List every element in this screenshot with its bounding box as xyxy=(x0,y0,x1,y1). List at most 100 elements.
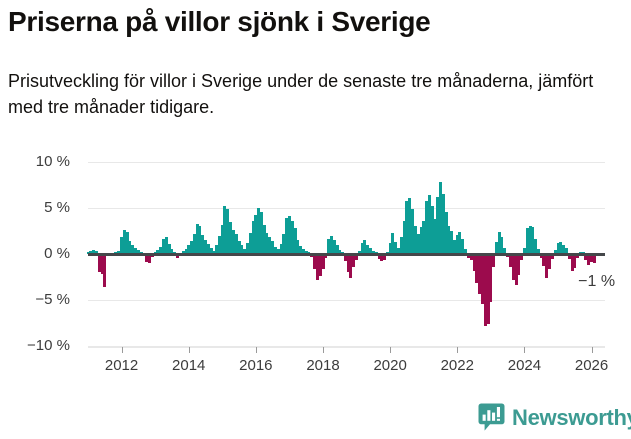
bar xyxy=(517,254,521,276)
bar xyxy=(338,250,342,254)
bar xyxy=(321,254,325,269)
bar xyxy=(430,206,434,254)
bar xyxy=(223,206,227,254)
y-axis-tick-label: 0 % xyxy=(44,245,70,262)
bar xyxy=(472,254,476,271)
bar xyxy=(318,254,322,277)
x-axis-tick-mark xyxy=(457,347,459,353)
bar xyxy=(231,230,235,254)
bar xyxy=(103,254,107,288)
x-axis-tick-mark xyxy=(323,347,324,353)
bar xyxy=(131,244,135,254)
bar xyxy=(346,254,350,273)
bar xyxy=(128,241,132,254)
bar xyxy=(170,249,174,254)
bar xyxy=(391,232,395,254)
x-axis-tick-label: 2026 xyxy=(574,357,609,374)
bar xyxy=(134,248,138,254)
bar xyxy=(371,251,375,254)
bar xyxy=(369,248,373,254)
bar xyxy=(329,235,333,254)
x-axis-line xyxy=(88,347,605,348)
bar xyxy=(192,233,196,254)
x-axis-tick-mark xyxy=(121,347,123,353)
bar xyxy=(220,224,224,254)
zero-baseline xyxy=(88,253,605,256)
bar xyxy=(478,254,482,295)
bar xyxy=(528,226,532,254)
bar xyxy=(164,237,168,254)
y-axis-tick-label: −5 % xyxy=(35,291,70,308)
bar xyxy=(550,254,554,259)
bar xyxy=(441,194,445,254)
bar xyxy=(363,240,367,254)
bar xyxy=(92,250,96,254)
bar xyxy=(408,197,412,254)
bar xyxy=(343,254,347,262)
y-axis-tick-label: 5 % xyxy=(44,199,70,216)
x-axis-tick-mark xyxy=(390,347,392,353)
bar xyxy=(332,240,336,254)
bar xyxy=(500,237,504,254)
bar xyxy=(447,226,451,254)
bar xyxy=(234,233,238,254)
bar xyxy=(587,254,591,266)
bar xyxy=(145,254,149,263)
bar xyxy=(226,208,230,254)
bar xyxy=(503,247,507,254)
bar xyxy=(162,239,166,254)
bar xyxy=(313,254,317,269)
bar xyxy=(243,249,247,254)
bar xyxy=(422,220,426,254)
bar xyxy=(248,232,252,254)
bar xyxy=(562,244,566,254)
bar xyxy=(136,250,140,254)
bar xyxy=(117,251,121,254)
bar xyxy=(553,250,557,254)
bar xyxy=(355,254,359,260)
bar xyxy=(525,228,529,254)
bar xyxy=(450,231,454,254)
page-title: Priserna på villor sjönk i Sverige xyxy=(8,6,431,37)
gridline xyxy=(88,346,605,347)
bar xyxy=(285,218,289,254)
bar xyxy=(382,254,386,261)
bar xyxy=(534,239,537,254)
gridline xyxy=(88,162,605,163)
bar xyxy=(268,236,272,254)
bar xyxy=(273,246,277,254)
bar xyxy=(548,254,552,269)
bar xyxy=(514,254,518,286)
bar xyxy=(156,250,160,254)
bar xyxy=(495,242,499,254)
bar xyxy=(377,254,381,259)
bar xyxy=(293,228,297,254)
bar xyxy=(537,249,541,254)
bar xyxy=(181,251,185,254)
bar xyxy=(195,223,199,254)
x-axis-tick-mark xyxy=(255,347,257,353)
value-annotation: −1 % xyxy=(578,273,616,291)
x-axis-tick-label: 2022 xyxy=(440,357,474,374)
bar xyxy=(483,254,487,326)
bar xyxy=(559,242,563,254)
bar xyxy=(508,254,512,267)
bar xyxy=(497,231,501,254)
x-axis-tick-mark xyxy=(524,347,526,353)
bar xyxy=(542,254,546,266)
bar xyxy=(159,246,163,254)
bar xyxy=(590,254,594,263)
bar xyxy=(380,254,384,262)
bar xyxy=(147,254,151,264)
x-axis-tick-mark xyxy=(591,347,593,353)
bar xyxy=(388,242,392,254)
bar xyxy=(287,216,291,254)
bar xyxy=(397,248,401,254)
bar xyxy=(419,227,423,254)
bar xyxy=(424,200,428,254)
gridline xyxy=(88,208,605,209)
bar xyxy=(184,249,188,254)
bar xyxy=(556,242,560,254)
bar xyxy=(257,208,261,254)
bar xyxy=(511,254,515,280)
